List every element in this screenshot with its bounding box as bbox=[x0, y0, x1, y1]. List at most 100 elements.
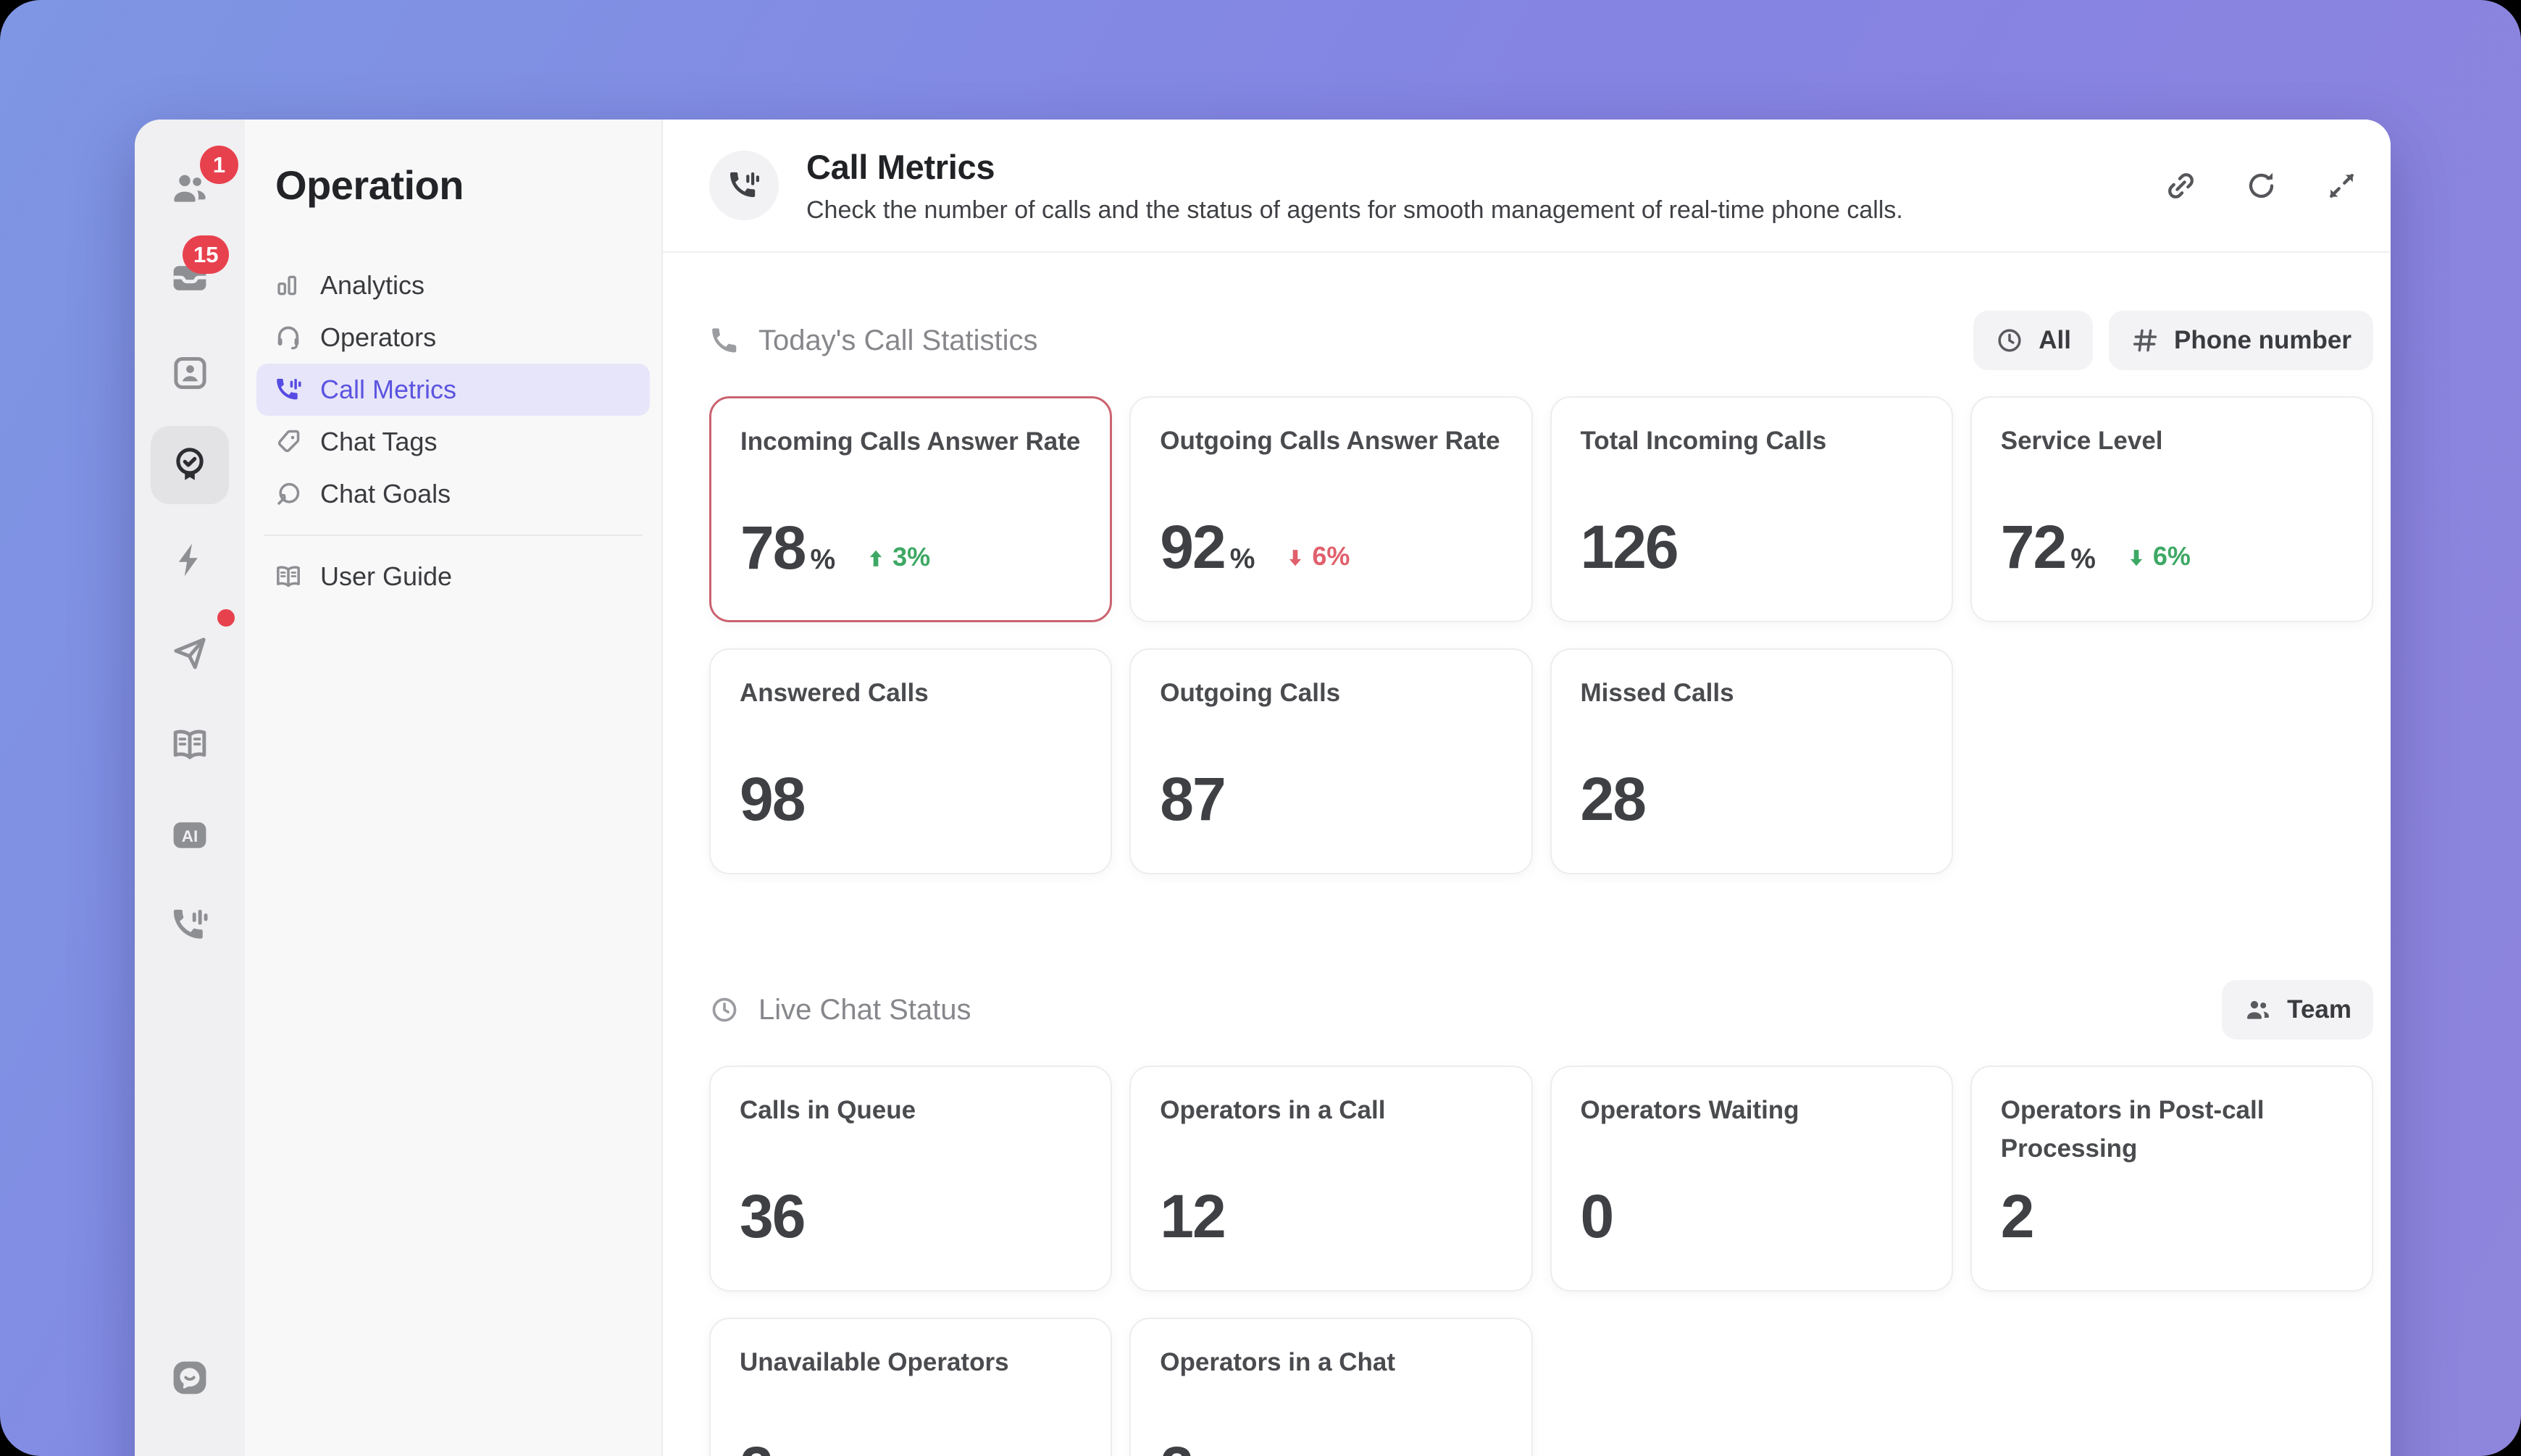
sidebar-title: Operation bbox=[275, 162, 464, 208]
stat-card-title: Outgoing Calls bbox=[1160, 679, 1341, 707]
rail-item-contacts[interactable] bbox=[151, 334, 229, 412]
app-window: 1 15 AI Operation Analytics Operators Call M… bbox=[135, 120, 2391, 1456]
expand-button[interactable] bbox=[2325, 169, 2359, 203]
filter-label: Phone number bbox=[2173, 326, 2351, 354]
expand-icon bbox=[2330, 173, 2354, 198]
rail-item-calls[interactable] bbox=[151, 886, 229, 964]
stat-card-title: Missed Calls bbox=[1580, 679, 1734, 707]
stat-card-calls-in-queue[interactable]: Calls in Queue 36 bbox=[709, 1066, 1113, 1292]
stat-card-value-row: 0 bbox=[1580, 1182, 1615, 1250]
sidebar-item-user-guide[interactable]: User Guide bbox=[256, 551, 650, 603]
page-title: Call Metrics bbox=[806, 147, 995, 186]
phone-icon bbox=[712, 328, 737, 353]
sidebar-menu: Analytics Operators Call Metrics Chat Tags C… bbox=[256, 259, 650, 603]
rail-item-automation[interactable] bbox=[151, 521, 229, 599]
rail-item-settings[interactable] bbox=[151, 1441, 229, 1456]
stat-card-missed-calls[interactable]: Missed Calls 28 bbox=[1550, 648, 1953, 874]
phone-wave-icon bbox=[277, 378, 301, 400]
notification-badge: 1 bbox=[200, 146, 238, 184]
stat-card-delta-text: 3% bbox=[892, 542, 931, 572]
rail-item-app-logo[interactable] bbox=[151, 1339, 229, 1417]
stat-card-outgoing-calls[interactable]: Outgoing Calls 87 bbox=[1129, 648, 1533, 874]
copy-link-button[interactable] bbox=[2164, 169, 2198, 203]
stat-card-value-row: 87 bbox=[1160, 766, 1226, 833]
stat-card-operators-in-a-chat[interactable]: Operators in a Chat 2 bbox=[1129, 1318, 1533, 1456]
notification-dot bbox=[217, 609, 235, 627]
section-title: Live Chat Status bbox=[758, 993, 971, 1026]
chat-logo-icon bbox=[173, 1361, 206, 1394]
filter-button-team[interactable]: Team bbox=[2222, 980, 2373, 1039]
goal-icon bbox=[277, 482, 300, 505]
page-subtitle: Check the number of calls and the status… bbox=[806, 196, 1903, 224]
app-icon-rail: 1 15 AI bbox=[135, 120, 245, 1456]
stat-card-incoming-calls-answer-rate[interactable]: Incoming Calls Answer Rate 78% 3% bbox=[709, 396, 1113, 622]
filter-button-all[interactable]: All bbox=[1973, 311, 2093, 370]
stat-card-unit: % bbox=[2070, 543, 2096, 574]
sidebar-item-call-metrics[interactable]: Call Metrics bbox=[256, 364, 650, 416]
stat-card-value-row: 98 bbox=[740, 765, 806, 833]
section-title: Today's Call Statistics bbox=[758, 324, 1038, 356]
section-header: Live Chat Status Team bbox=[709, 980, 2373, 1039]
contact-card-icon bbox=[174, 356, 206, 390]
stat-card-delta-text: 6% bbox=[1312, 541, 1350, 571]
ai-icon: AI bbox=[173, 822, 206, 848]
link-icon bbox=[2168, 172, 2194, 198]
rail-item-ai[interactable]: AI bbox=[151, 796, 229, 874]
filter-button-phone-number[interactable]: Phone number bbox=[2108, 311, 2373, 370]
sidebar-item-operators[interactable]: Operators bbox=[256, 311, 650, 364]
medal-check-icon bbox=[176, 448, 204, 480]
stat-card-total-incoming-calls[interactable]: Total Incoming Calls 126 bbox=[1550, 396, 1953, 622]
stat-card-title: Unavailable Operators bbox=[740, 1348, 1009, 1376]
stat-card-value: 98 bbox=[740, 765, 806, 833]
phone-wave-icon bbox=[730, 172, 759, 198]
stat-card-title: Operators in Post-call Processing bbox=[2000, 1096, 2265, 1163]
stat-card-service-level[interactable]: Service Level 72% 6% bbox=[1970, 396, 2373, 622]
hash-icon bbox=[2133, 329, 2157, 352]
sidebar-item-chat-goals[interactable]: Chat Goals bbox=[256, 468, 650, 520]
rail-item-customers[interactable] bbox=[151, 149, 229, 227]
refresh-button[interactable] bbox=[2244, 169, 2278, 203]
stat-card-title: Incoming Calls Answer Rate bbox=[740, 427, 1081, 456]
stat-card-title: Operators in a Call bbox=[1160, 1096, 1386, 1124]
lightning-icon bbox=[178, 543, 198, 577]
stat-card-grid: Calls in Queue 36 Operators in a Call 12 Ope… bbox=[709, 1066, 2373, 1292]
sidebar-item-label: Chat Tags bbox=[320, 427, 438, 456]
arrow-down-icon bbox=[1289, 550, 1302, 566]
stat-card-grid: Answered Calls 98 Outgoing Calls 87 Missed C… bbox=[709, 648, 2373, 874]
sidebar-item-label: Analytics bbox=[320, 270, 425, 300]
book-open-icon bbox=[277, 566, 300, 587]
rail-item-campaigns[interactable] bbox=[151, 614, 229, 693]
stat-card-unit: % bbox=[1229, 543, 1255, 574]
stat-card-title: Service Level bbox=[2000, 427, 2163, 455]
stat-card-value-row: 28 bbox=[1580, 765, 1647, 833]
clock-icon bbox=[712, 997, 737, 1022]
stat-card-delta: 3% bbox=[864, 542, 930, 572]
stat-card-value: 28 bbox=[1580, 765, 1647, 833]
stat-card-delta-text: 6% bbox=[2152, 541, 2191, 571]
stat-card-operators-waiting[interactable]: Operators Waiting 0 bbox=[1550, 1066, 1953, 1292]
stat-card-title: Answered Calls bbox=[740, 679, 929, 707]
rail-item-operation[interactable] bbox=[151, 426, 229, 504]
stat-card-value-row: 78% 3% bbox=[740, 514, 930, 582]
stat-card-operators-in-post-call-processing[interactable]: Operators in Post-call Processing 2 bbox=[1970, 1066, 2373, 1292]
stat-card-value: 0 bbox=[1580, 1182, 1615, 1250]
rail-item-guides[interactable] bbox=[151, 706, 229, 784]
sidebar-item-label: User Guide bbox=[320, 561, 453, 591]
sidebar-item-chat-tags[interactable]: Chat Tags bbox=[256, 416, 650, 468]
arrow-down-icon bbox=[2130, 550, 2143, 566]
stat-card-title: Operators Waiting bbox=[1580, 1096, 1799, 1124]
sidebar: Operation Analytics Operators Call Metrics… bbox=[245, 120, 663, 1456]
page-header: Call Metrics Check the number of calls a… bbox=[663, 120, 2391, 253]
stat-card-value-row: 126 bbox=[1581, 514, 1679, 581]
sidebar-divider bbox=[264, 535, 643, 536]
stat-card-title: Calls in Queue bbox=[740, 1096, 916, 1124]
sidebar-item-analytics[interactable]: Analytics bbox=[256, 259, 650, 311]
page-header-text: Call Metrics Check the number of calls a… bbox=[806, 147, 1903, 225]
stat-card-value-row: 36 bbox=[740, 1183, 806, 1250]
stat-card-delta: 6% bbox=[1284, 541, 1350, 572]
stat-card-operators-in-a-call[interactable]: Operators in a Call 12 bbox=[1129, 1066, 1533, 1292]
arrow-up-icon bbox=[869, 550, 882, 566]
stat-card-outgoing-calls-answer-rate[interactable]: Outgoing Calls Answer Rate 92% 6% bbox=[1129, 396, 1533, 622]
stat-card-unavailable-operators[interactable]: Unavailable Operators 2 bbox=[709, 1318, 1113, 1456]
stat-card-answered-calls[interactable]: Answered Calls 98 bbox=[709, 648, 1113, 874]
